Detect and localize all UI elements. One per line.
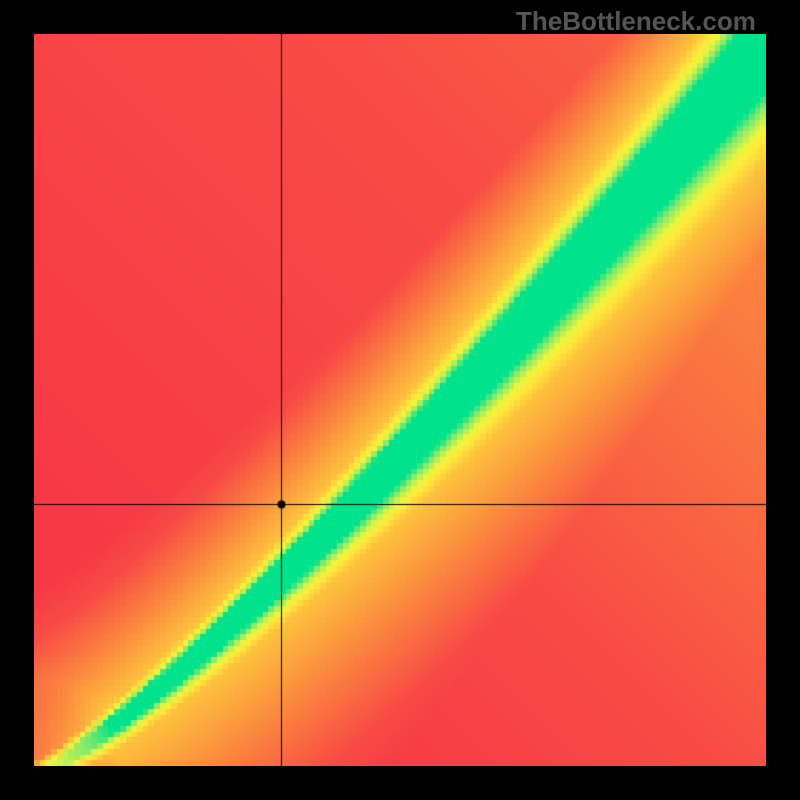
- crosshair-overlay: [34, 34, 766, 766]
- watermark-text: TheBottleneck.com: [516, 6, 756, 37]
